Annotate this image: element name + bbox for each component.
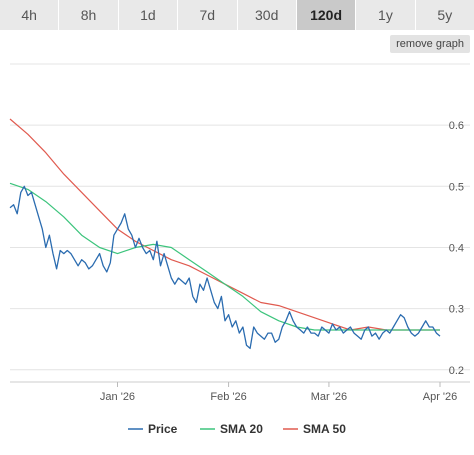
y-axis-labels: 0.2 0.3 0.4 0.5 0.6 — [449, 120, 464, 377]
x-tick-label: Apr '26 — [423, 391, 458, 403]
legend-item-sma-50[interactable]: SMA 50 — [283, 422, 346, 436]
range-tab-8h[interactable]: 8h — [59, 0, 119, 30]
range-tab-120d[interactable]: 120d — [296, 0, 357, 30]
x-tick-label: Feb '26 — [210, 391, 246, 403]
legend-item-price[interactable]: Price — [128, 422, 178, 436]
y-tick-label: 0.4 — [449, 242, 464, 254]
range-tab-1y[interactable]: 1y — [356, 0, 416, 30]
chart-legend[interactable]: Price SMA 20 SMA 50 — [128, 422, 346, 436]
legend-label: Price — [148, 422, 178, 436]
y-tick-label: 0.5 — [449, 181, 464, 193]
series-line-price — [9, 185, 441, 350]
range-tab-4h[interactable]: 4h — [0, 0, 60, 30]
series-line-sma-50 — [9, 118, 440, 331]
legend-label: SMA 20 — [220, 422, 263, 436]
chart-grid — [10, 63, 470, 387]
range-tab-5y[interactable]: 5y — [437, 7, 453, 23]
range-tab-30d[interactable]: 30d — [238, 0, 297, 30]
remove-graph-button[interactable]: remove graph — [390, 35, 470, 53]
y-tick-label: 0.3 — [449, 304, 464, 316]
y-tick-label: 0.6 — [449, 120, 464, 132]
range-tab-1d[interactable]: 1d — [119, 0, 179, 30]
chart-series — [9, 118, 441, 350]
range-tab-7d[interactable]: 7d — [178, 0, 238, 30]
y-tick-label: 0.2 — [449, 365, 464, 377]
time-range-selector: 4h 8h 1d 7d 30d 120d 1y 5y — [0, 0, 474, 30]
legend-label: SMA 50 — [303, 422, 346, 436]
legend-item-sma-20[interactable]: SMA 20 — [200, 422, 263, 436]
x-tick-label: Jan '26 — [100, 391, 135, 403]
series-line-sma-20 — [9, 182, 440, 331]
x-tick-label: Mar '26 — [311, 391, 347, 403]
x-axis-labels: Jan '26 Feb '26 Mar '26 Apr '26 — [100, 391, 457, 403]
